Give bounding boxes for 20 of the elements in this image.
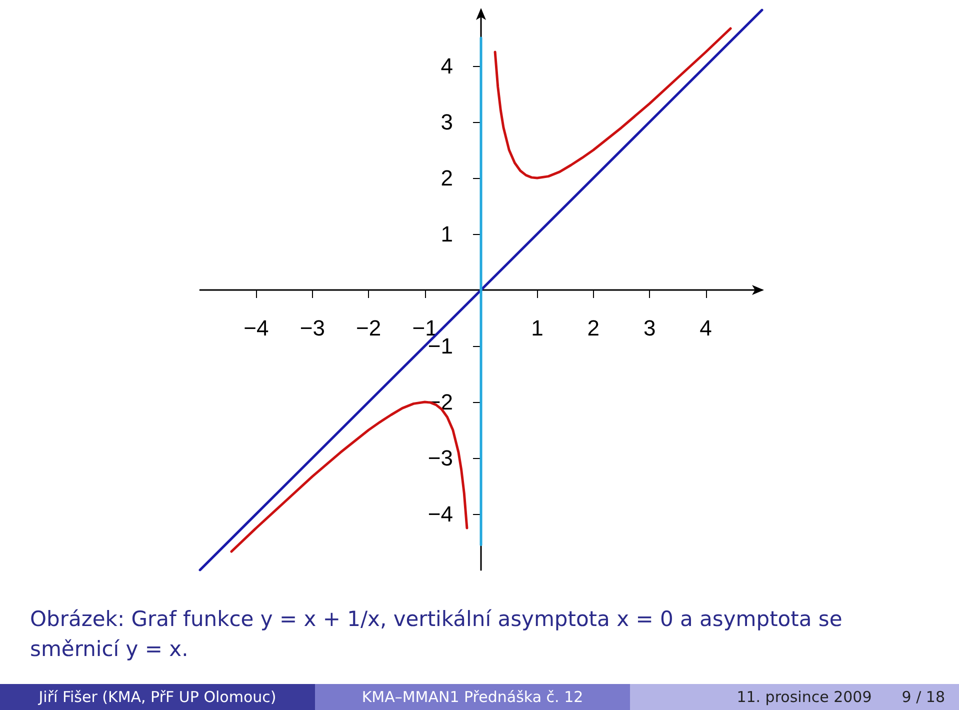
y-tick-label: 3: [440, 110, 453, 134]
text: Jiří Fišer (KMA, PřF UP Olomouc): [0, 684, 315, 710]
y-tick-label: −3: [428, 446, 453, 470]
y-tick-label: 2: [440, 166, 453, 190]
line-series: [494, 27, 732, 180]
text: KMA–MMAN1 Přednáška č. 12: [315, 684, 630, 710]
text: 9 / 18: [902, 687, 945, 708]
y-tick-label: 1: [440, 222, 453, 246]
x-tick-label: −4: [244, 316, 269, 340]
x-tick-label: 3: [643, 316, 656, 340]
text: Obrázek: Graf funkce y = x + 1/x, vertikální asymptota x = 0 a asymptota se směrnicí y = x.: [30, 606, 844, 663]
y-tick-label: −4: [428, 502, 453, 526]
y-tick-label: 4: [440, 54, 453, 78]
text: 11. prosince 2009: [736, 687, 872, 708]
x-tick-label: 1: [531, 316, 544, 340]
x-tick-label: −3: [300, 316, 325, 340]
x-tick-label: 4: [700, 316, 712, 340]
x-tick-label: −1: [412, 316, 438, 340]
x-tick-label: −2: [356, 316, 382, 340]
x-tick-label: 2: [587, 316, 600, 340]
